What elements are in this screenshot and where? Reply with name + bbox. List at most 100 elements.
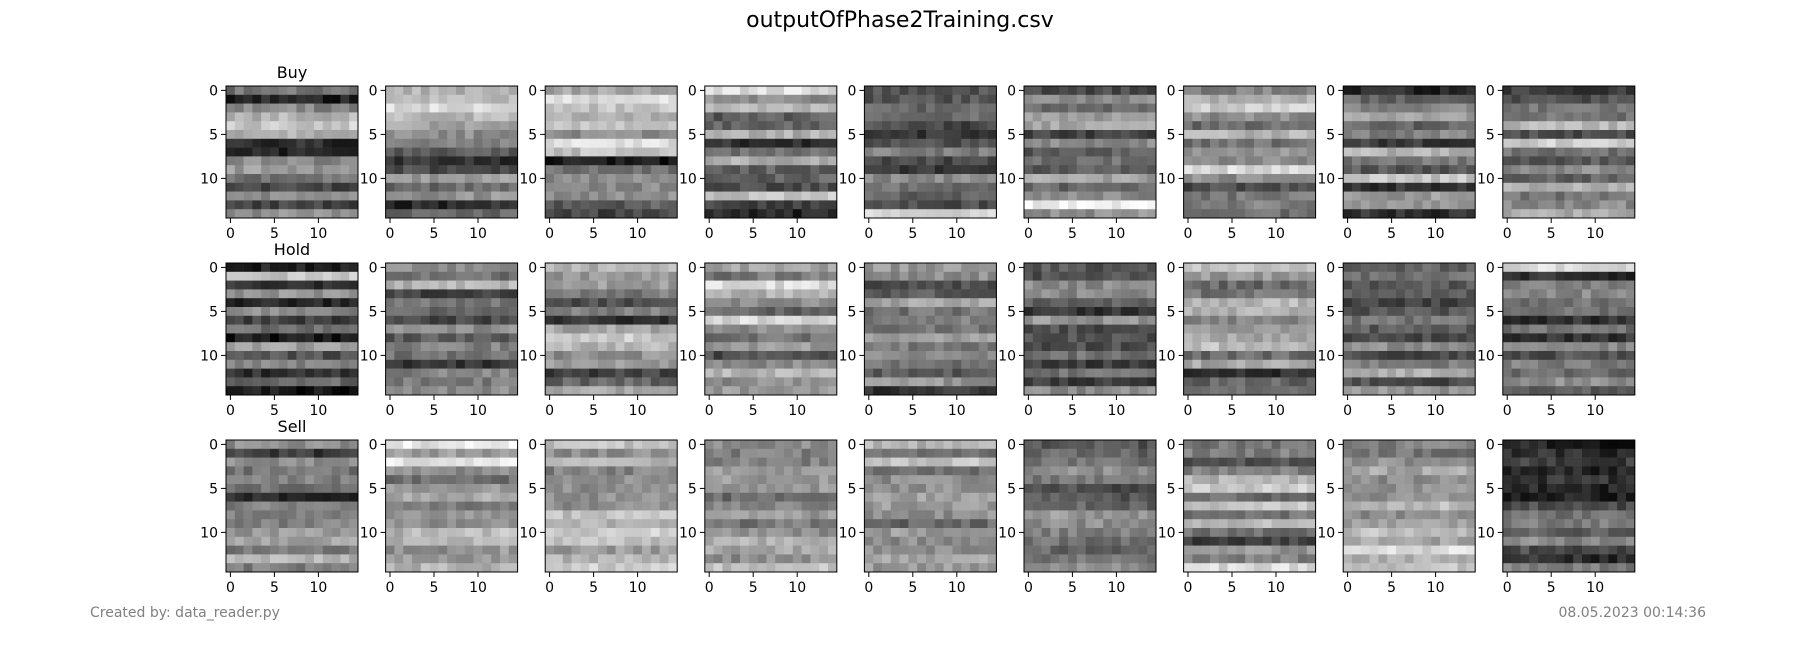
- heatmap-cell: [1564, 191, 1574, 201]
- heatmap-cell: [340, 448, 350, 458]
- heatmap-cell: [819, 386, 829, 396]
- heatmap-cell: [464, 165, 474, 175]
- heatmap-cell: [624, 86, 634, 96]
- heatmap-cell: [464, 440, 474, 450]
- heatmap-cell: [1076, 156, 1086, 166]
- heatmap-cell: [1032, 130, 1042, 140]
- heatmap-cell: [961, 342, 971, 352]
- heatmap-cell: [243, 271, 253, 281]
- heatmap-cell: [1590, 174, 1600, 184]
- heatmap-cell: [1520, 112, 1530, 122]
- heatmap-cell: [464, 359, 474, 369]
- heatmap-cell: [562, 86, 572, 96]
- heatmap-cell: [500, 191, 510, 201]
- heatmap-cell: [784, 377, 794, 387]
- heatmap-cell: [987, 209, 997, 219]
- heatmap-cell: [748, 174, 758, 184]
- heatmap-cell: [1626, 130, 1636, 140]
- heatmap-cell: [810, 165, 820, 175]
- heatmap-cell: [1068, 147, 1078, 157]
- heatmap-cell: [473, 501, 483, 511]
- heatmap-cell: [775, 121, 785, 131]
- heatmap-cell: [305, 333, 315, 343]
- heatmap-cell: [447, 501, 457, 511]
- heatmap-cell: [668, 174, 678, 184]
- heatmap-cell: [1183, 333, 1193, 343]
- heatmap-cell: [340, 475, 350, 485]
- heatmap-cell: [1582, 130, 1592, 140]
- heatmap-cell: [748, 130, 758, 140]
- heatmap-cell: [828, 86, 838, 96]
- heatmap-cell: [1192, 94, 1202, 104]
- heatmap-cell: [704, 103, 714, 113]
- heatmap-cell: [473, 209, 483, 219]
- heatmap-cell: [864, 289, 874, 299]
- heatmap-cell: [1502, 182, 1512, 192]
- heatmap-cell: [1529, 307, 1539, 317]
- heatmap-cell: [650, 519, 660, 529]
- heatmap-cell: [801, 165, 811, 175]
- heatmap-cell: [1103, 280, 1113, 290]
- heatmap-cell: [1112, 86, 1122, 96]
- heatmap-cell: [278, 545, 288, 555]
- heatmap-cell: [296, 351, 306, 361]
- heatmap-cell: [589, 545, 599, 555]
- heatmap-cell: [1094, 324, 1104, 334]
- heatmap-cell: [322, 103, 332, 113]
- heatmap-cell: [1555, 112, 1565, 122]
- heatmap-cell: [580, 307, 590, 317]
- heatmap-cell: [278, 359, 288, 369]
- heatmap-cell: [615, 112, 625, 122]
- heatmap-cell: [1201, 386, 1211, 396]
- heatmap-cell: [1590, 368, 1600, 378]
- heatmap-cell: [961, 112, 971, 122]
- heatmap-cell: [545, 103, 555, 113]
- heatmap-cell: [234, 492, 244, 502]
- heatmap-cell: [500, 554, 510, 564]
- heatmap-cell: [1076, 315, 1086, 325]
- heatmap-cell: [1466, 315, 1476, 325]
- heatmap-cell: [305, 386, 315, 396]
- heatmap-cell: [1404, 191, 1414, 201]
- heatmap-cell: [322, 510, 332, 520]
- heatmap-cell: [1271, 103, 1281, 113]
- heatmap-cell: [668, 86, 678, 96]
- heatmap-cell: [748, 271, 758, 281]
- heatmap-cell: [1262, 130, 1272, 140]
- heatmap-cell: [1422, 147, 1432, 157]
- heatmap-cell: [810, 315, 820, 325]
- heatmap-cell: [882, 280, 892, 290]
- heatmap-cell: [562, 563, 572, 573]
- heatmap-cell: [1050, 368, 1060, 378]
- heatmap-cell: [792, 165, 802, 175]
- heatmap-cell: [1112, 386, 1122, 396]
- heatmap-cell: [908, 351, 918, 361]
- heatmap-cell: [1050, 298, 1060, 308]
- heatmap-cell: [589, 271, 599, 281]
- heatmap-cell: [1546, 386, 1556, 396]
- heatmap-cell: [1041, 351, 1051, 361]
- heatmap-cell: [650, 501, 660, 511]
- heatmap-cell: [1050, 121, 1060, 131]
- heatmap-cell: [456, 315, 466, 325]
- heatmap-cell: [864, 165, 874, 175]
- heatmap-cell: [278, 174, 288, 184]
- heatmap-cell: [456, 263, 466, 273]
- heatmap-cell: [740, 156, 750, 166]
- heatmap-cell: [1050, 200, 1060, 210]
- heatmap-cell: [580, 130, 590, 140]
- heatmap-cell: [1024, 307, 1034, 317]
- heatmap-cell: [1413, 130, 1423, 140]
- heatmap-cell: [589, 359, 599, 369]
- heatmap-cell: [447, 209, 457, 219]
- heatmap-cell: [340, 182, 350, 192]
- heatmap-cell: [1138, 324, 1148, 334]
- heatmap-cell: [482, 263, 492, 273]
- heatmap-cell: [1192, 165, 1202, 175]
- heatmap-cell: [545, 130, 555, 140]
- heatmap-cell: [1555, 342, 1565, 352]
- heatmap-cell: [1138, 174, 1148, 184]
- heatmap-cell: [385, 182, 395, 192]
- heatmap-cell: [287, 182, 297, 192]
